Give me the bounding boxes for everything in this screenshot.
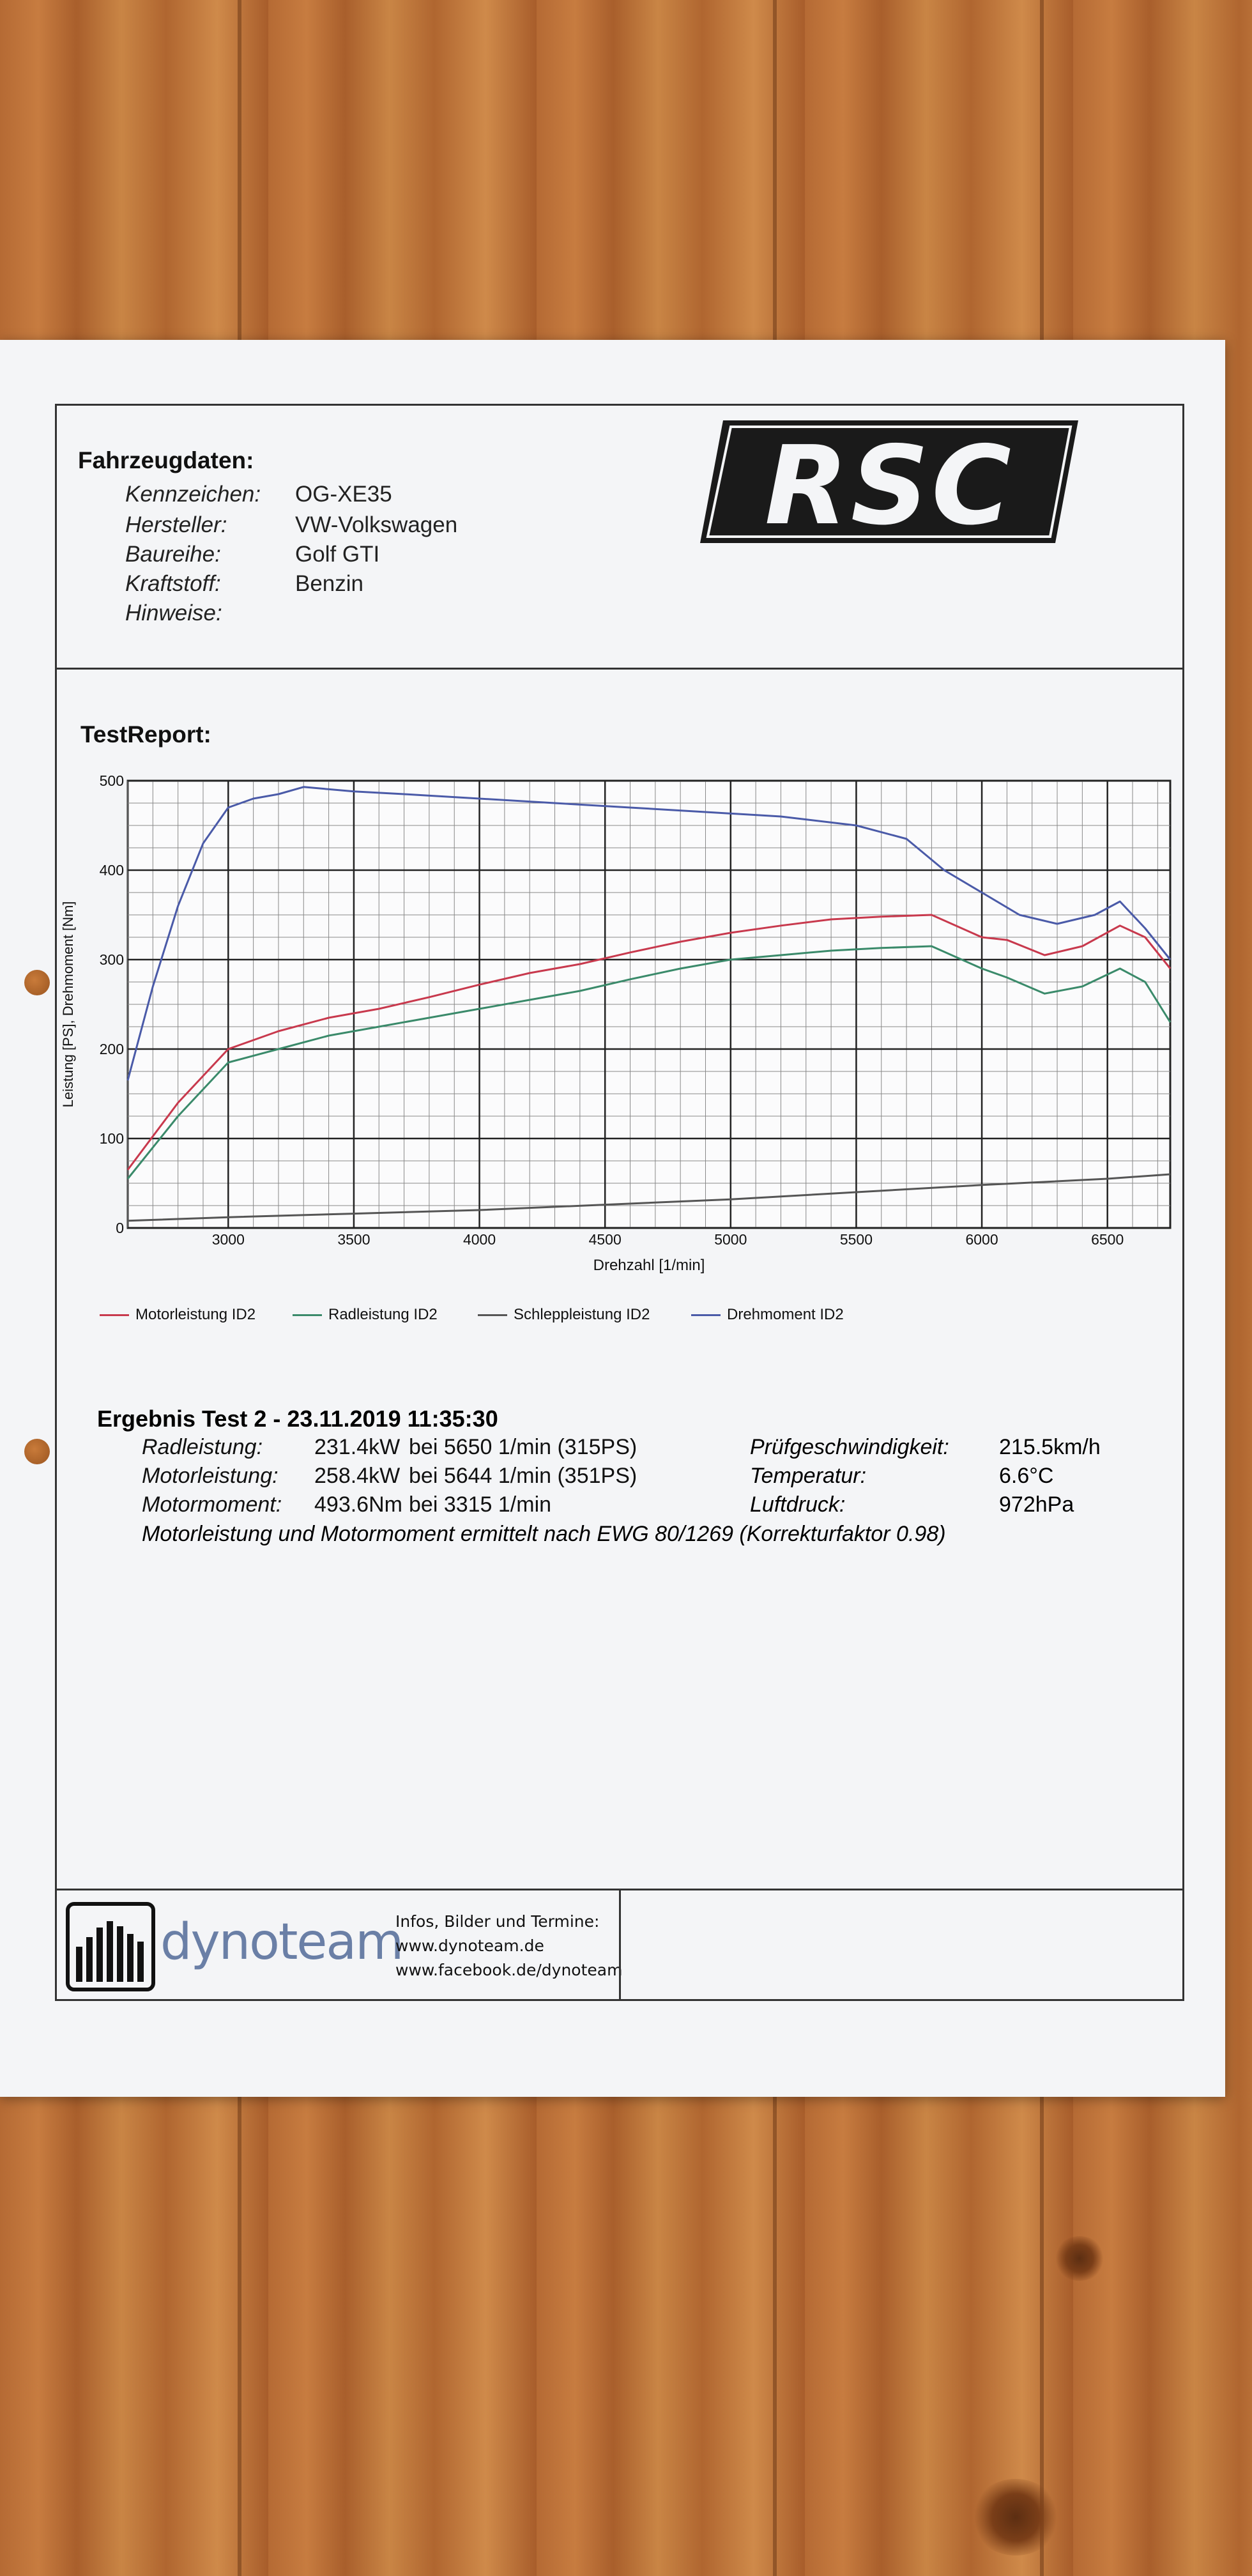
wood-knot	[971, 2479, 1060, 2556]
rsc-logo-text: RSC	[765, 423, 1014, 546]
wheel-power-rpm: bei 5650 1/min (315PS)	[409, 1435, 637, 1459]
speed-label: Prüfgeschwindigkeit:	[750, 1435, 949, 1459]
engine-power-rpm: bei 5644 1/min (351PS)	[409, 1464, 637, 1488]
punch-hole	[24, 1439, 50, 1464]
engine-torque-rpm: bei 3315 1/min	[409, 1492, 552, 1517]
y-tick-label: 300	[100, 951, 124, 968]
footer-facebook-link[interactable]: www.facebook.de/dynoteam	[395, 1961, 623, 1979]
report-heading: TestReport:	[80, 721, 211, 747]
legend-label: Radleistung ID2	[328, 1306, 438, 1323]
series-line-3	[127, 1173, 1171, 1222]
punch-hole	[24, 970, 50, 995]
x-tick-label: 3000	[212, 1231, 245, 1248]
dyno-chart: 3000 3500 4000 4500 5000 5500 6000 6500 0 100 200 3…	[60, 772, 1172, 1274]
x-tick-label: 4000	[463, 1231, 496, 1248]
temperature-value: 6.6°C	[999, 1464, 1054, 1488]
footer-divider	[619, 1890, 621, 1999]
wheel-power-label: Radleistung:	[142, 1435, 263, 1459]
rsc-logo: RSC	[700, 420, 1078, 546]
temperature-label: Temperatur:	[750, 1464, 867, 1488]
legend-swatch-red	[100, 1314, 129, 1316]
footer-info-line: Infos, Bilder und Termine:	[395, 1912, 600, 1931]
x-tick-label: 3500	[337, 1231, 370, 1248]
dynoteam-wordmark: dynoteam	[160, 1913, 404, 1971]
x-tick-label: 5000	[714, 1231, 747, 1248]
y-tick-label: 100	[100, 1130, 124, 1147]
fuel-label: Kraftstoff:	[125, 571, 221, 596]
legend-label: Drehmoment ID2	[727, 1306, 844, 1323]
model-value: Golf GTI	[295, 542, 380, 567]
wood-knot	[1054, 2236, 1105, 2281]
engine-torque-value: 493.6Nm	[314, 1492, 402, 1517]
legend-swatch-gray	[478, 1314, 507, 1316]
results-note: Motorleistung und Motormoment ermittelt …	[142, 1522, 946, 1546]
wheel-power-value: 231.4kW	[314, 1435, 401, 1459]
dynoteam-logo-icon	[66, 1902, 155, 1991]
y-tick-label: 200	[100, 1041, 124, 1057]
header-divider	[57, 668, 1182, 670]
plate-label: Kennzeichen:	[125, 482, 261, 507]
engine-power-label: Motorleistung:	[142, 1464, 279, 1488]
legend-label: Motorleistung ID2	[135, 1306, 256, 1323]
plate-value: OG-XE35	[295, 482, 392, 507]
x-axis-label: Drehzahl [1/min]	[593, 1257, 705, 1274]
engine-power-value: 258.4kW	[314, 1464, 401, 1488]
engine-torque-label: Motormoment:	[142, 1492, 282, 1517]
y-tick-label: 400	[100, 862, 124, 878]
x-tick-label: 6000	[965, 1231, 998, 1248]
series-line-4	[126, 786, 1172, 1081]
footer-website-link[interactable]: www.dynoteam.de	[395, 1936, 544, 1955]
legend-item-drehmoment: Drehmoment ID2	[691, 1306, 844, 1324]
x-tick-label: 4500	[589, 1231, 622, 1248]
pressure-label: Luftdruck:	[750, 1492, 846, 1517]
legend-item-schleppleistung: Schleppleistung ID2	[478, 1306, 650, 1324]
x-tick-label: 5500	[840, 1231, 873, 1248]
legend-swatch-blue	[691, 1314, 721, 1316]
footer: dynoteam Infos, Bilder und Termine: www.…	[55, 1889, 1184, 2001]
y-tick-label: 500	[100, 772, 124, 789]
y-tick-label: 0	[116, 1220, 124, 1236]
legend-swatch-green	[293, 1314, 322, 1316]
legend-item-radleistung: Radleistung ID2	[293, 1306, 438, 1324]
model-label: Baureihe:	[125, 542, 221, 567]
series-line-2	[126, 945, 1172, 1179]
footer-info: Infos, Bilder und Termine: www.dynoteam.…	[395, 1910, 622, 1982]
speed-value: 215.5km/h	[999, 1435, 1101, 1459]
x-tick-label: 6500	[1091, 1231, 1124, 1248]
manufacturer-label: Hersteller:	[125, 512, 227, 537]
notes-label: Hinweise:	[125, 601, 222, 625]
manufacturer-value: VW-Volkswagen	[295, 512, 458, 537]
y-axis-label: Leistung [PS], Drehmoment [Nm]	[60, 901, 76, 1108]
dyno-report-sheet: Fahrzeugdaten: Kennzeichen: OG-XE35 Hers…	[0, 340, 1225, 2097]
legend-item-motorleistung: Motorleistung ID2	[100, 1306, 256, 1324]
series-line-1	[126, 914, 1172, 1170]
fuel-value: Benzin	[295, 571, 364, 596]
legend-label: Schleppleistung ID2	[514, 1306, 650, 1323]
pressure-value: 972hPa	[999, 1492, 1074, 1517]
results-title: Ergebnis Test 2 - 23.11.2019 11:35:30	[97, 1406, 498, 1432]
vehicle-heading: Fahrzeugdaten:	[78, 447, 254, 473]
